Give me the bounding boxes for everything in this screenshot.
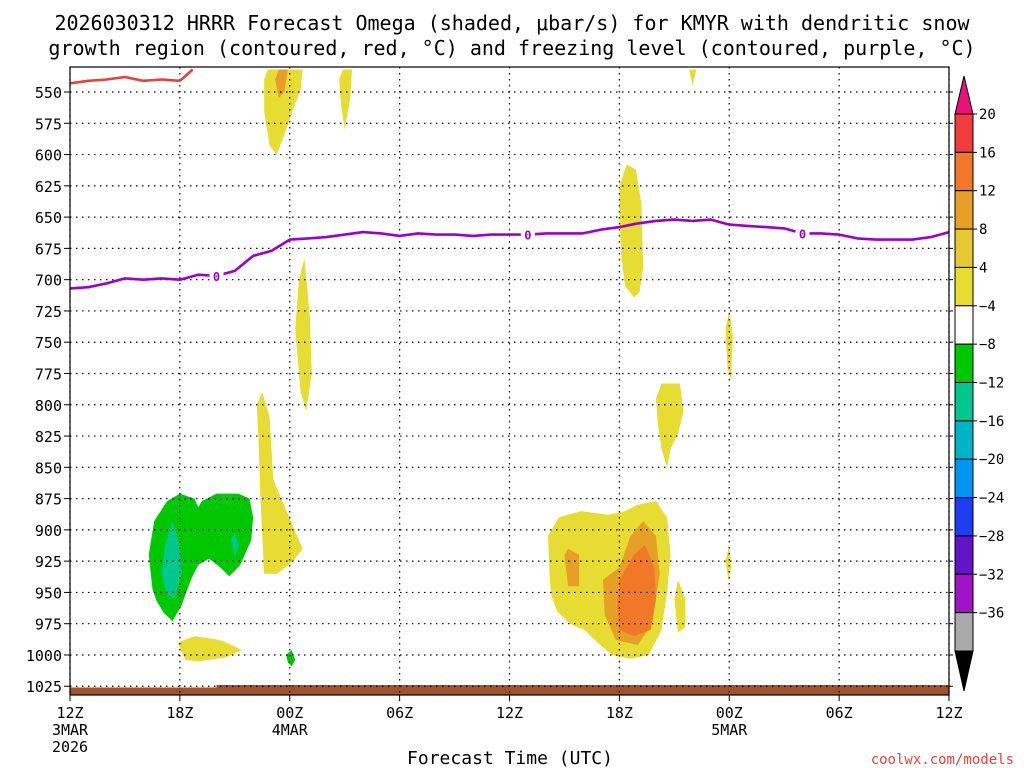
colorbar-swatch	[954, 305, 974, 345]
omega-region	[275, 69, 288, 99]
y-tick-label: 725	[35, 303, 62, 321]
colorbar-swatch	[954, 420, 974, 460]
chart-title-line2: growth region (contoured, red, °C) and f…	[48, 36, 975, 60]
y-tick-label: 775	[35, 365, 62, 383]
y-tick-label: 600	[35, 147, 62, 165]
y-tick-label: 1000	[26, 647, 62, 665]
omega-region	[689, 69, 697, 86]
y-tick-label: 900	[35, 522, 62, 540]
colorbar-swatch	[954, 573, 974, 614]
omega-region	[295, 258, 312, 411]
x-axis-label: Forecast Time (UTC)	[407, 748, 613, 768]
y-tick-label: 575	[35, 115, 62, 133]
colorbar-label: 4	[979, 260, 987, 276]
colorbar-label: 20	[979, 107, 996, 123]
colorbar-label: −32	[979, 567, 1004, 583]
colorbar-swatch	[954, 343, 974, 383]
x-tick-label: 00Z	[716, 704, 743, 722]
omega-region	[725, 544, 732, 580]
colorbar-label: −36	[979, 606, 1004, 622]
colorbar-label: −4	[979, 299, 996, 315]
y-tick-label: 850	[35, 459, 62, 477]
omega-region	[564, 548, 580, 587]
contour-label-bg	[795, 225, 810, 242]
omega-region	[286, 650, 296, 667]
colorbar-label: −16	[979, 414, 1004, 430]
y-tick-label: 925	[35, 553, 62, 571]
y-tick-label: 750	[35, 334, 62, 352]
gridlines	[69, 67, 950, 695]
omega-region	[656, 383, 684, 468]
colorbar-label: 8	[979, 222, 987, 238]
contour-label-bg	[520, 226, 535, 243]
y-tick-label: 800	[35, 397, 62, 415]
colorbar-swatch	[954, 612, 974, 652]
x-tick-label: 12Z	[56, 704, 83, 722]
chart-title-line1: 2026030312 HRRR Forecast Omega (shaded, …	[54, 11, 970, 35]
colorbar-swatch	[954, 266, 974, 307]
x-tick-label: 12Z	[935, 704, 962, 722]
contour-label-bg	[209, 267, 224, 284]
colorbar-swatch	[954, 535, 974, 575]
x-tick-label: 06Z	[826, 704, 853, 722]
dendritic-growth-line	[70, 68, 194, 85]
omega-region	[178, 636, 243, 662]
omega-region	[231, 532, 239, 558]
freezing-level-label: 0	[799, 227, 806, 241]
plot-frame	[69, 66, 950, 696]
colorbar-swatch	[954, 228, 974, 268]
freezing-level-label: 0	[524, 229, 531, 243]
omega-region	[674, 579, 686, 633]
y-tick-label: 675	[35, 240, 62, 258]
omega-region	[339, 69, 352, 130]
y-tick-label: 650	[35, 209, 62, 227]
omega-region	[256, 392, 303, 574]
colorbar-label: −8	[979, 337, 996, 353]
x-tick-label: 00Z	[276, 704, 303, 722]
omega-region	[161, 521, 182, 599]
colorbar-label: −28	[979, 529, 1004, 545]
colorbar: 20 16 12 8 4 −4 −8 −12 −16 −20 −24 −28 −32 −36	[954, 75, 1004, 692]
omega-region	[264, 69, 303, 155]
colorbar-arrow-top	[954, 75, 974, 115]
colorbar-label: −24	[979, 491, 1004, 507]
colorbar-label: −20	[979, 452, 1004, 468]
contour-lines: 0 0 0	[70, 68, 949, 290]
x-tick-label: 12Z	[496, 704, 523, 722]
y-tick-label: 625	[35, 178, 62, 196]
omega-region	[725, 310, 733, 380]
x-tick-label: 3MAR	[52, 721, 89, 739]
colorbar-swatch	[954, 190, 974, 230]
colorbar-swatch	[954, 113, 974, 153]
colorbar-label: 12	[979, 184, 996, 200]
axes: 550 575 600 625 650 675 700 725 750 775 800 825 850 8…	[26, 84, 963, 756]
colorbar-swatch	[954, 151, 974, 192]
y-tick-label: 700	[35, 272, 62, 290]
x-tick-label: 4MAR	[272, 721, 309, 739]
colorbar-swatch	[954, 497, 974, 537]
y-tick-label: 1025	[26, 678, 62, 696]
y-tick-label: 950	[35, 584, 62, 602]
x-tick-label: 5MAR	[711, 721, 748, 739]
colorbar-swatch	[954, 458, 974, 499]
x-tick-label: 2026	[52, 738, 88, 756]
x-tick-label: 18Z	[166, 704, 193, 722]
omega-region	[617, 544, 656, 637]
x-tick-label: 06Z	[386, 704, 413, 722]
colorbar-label: −12	[979, 376, 1004, 392]
y-tick-label: 550	[35, 84, 62, 102]
y-tick-label: 975	[35, 616, 62, 634]
credit-text: coolwx.com/models	[871, 752, 1014, 768]
colorbar-swatch	[954, 382, 974, 422]
omega-region	[619, 164, 644, 298]
x-tick-label: 18Z	[606, 704, 633, 722]
y-tick-label: 825	[35, 428, 62, 446]
y-tick-label: 875	[35, 491, 62, 509]
freezing-level-label: 0	[213, 270, 220, 284]
colorbar-label: 16	[979, 145, 996, 161]
colorbar-arrow-bottom	[954, 650, 974, 692]
